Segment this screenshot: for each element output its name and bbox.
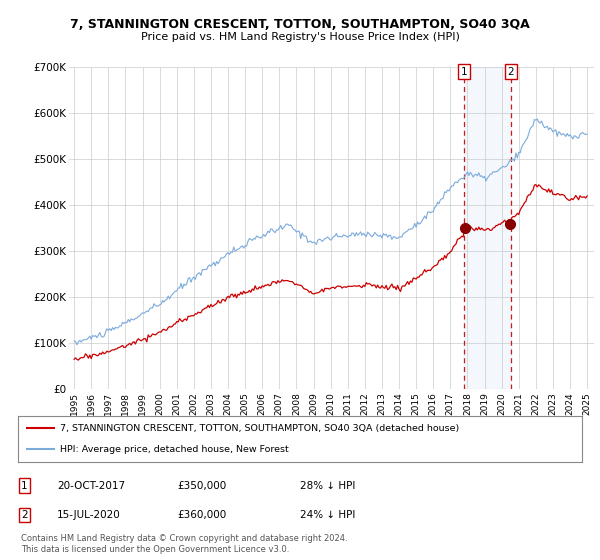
Text: 15-JUL-2020: 15-JUL-2020: [57, 510, 121, 520]
Text: 7, STANNINGTON CRESCENT, TOTTON, SOUTHAMPTON, SO40 3QA: 7, STANNINGTON CRESCENT, TOTTON, SOUTHAM…: [70, 18, 530, 31]
Text: 1: 1: [21, 480, 28, 491]
Text: 20-OCT-2017: 20-OCT-2017: [57, 480, 125, 491]
Text: £360,000: £360,000: [177, 510, 226, 520]
Text: 28% ↓ HPI: 28% ↓ HPI: [300, 480, 355, 491]
Text: Contains HM Land Registry data © Crown copyright and database right 2024.
This d: Contains HM Land Registry data © Crown c…: [21, 534, 347, 554]
Text: 2: 2: [508, 67, 514, 77]
Text: 24% ↓ HPI: 24% ↓ HPI: [300, 510, 355, 520]
Text: 7, STANNINGTON CRESCENT, TOTTON, SOUTHAMPTON, SO40 3QA (detached house): 7, STANNINGTON CRESCENT, TOTTON, SOUTHAM…: [60, 423, 460, 432]
Text: Price paid vs. HM Land Registry's House Price Index (HPI): Price paid vs. HM Land Registry's House …: [140, 32, 460, 43]
Text: 2: 2: [21, 510, 28, 520]
Text: 1: 1: [461, 67, 467, 77]
Text: HPI: Average price, detached house, New Forest: HPI: Average price, detached house, New …: [60, 445, 289, 454]
Text: £350,000: £350,000: [177, 480, 226, 491]
Bar: [464, 67, 511, 389]
